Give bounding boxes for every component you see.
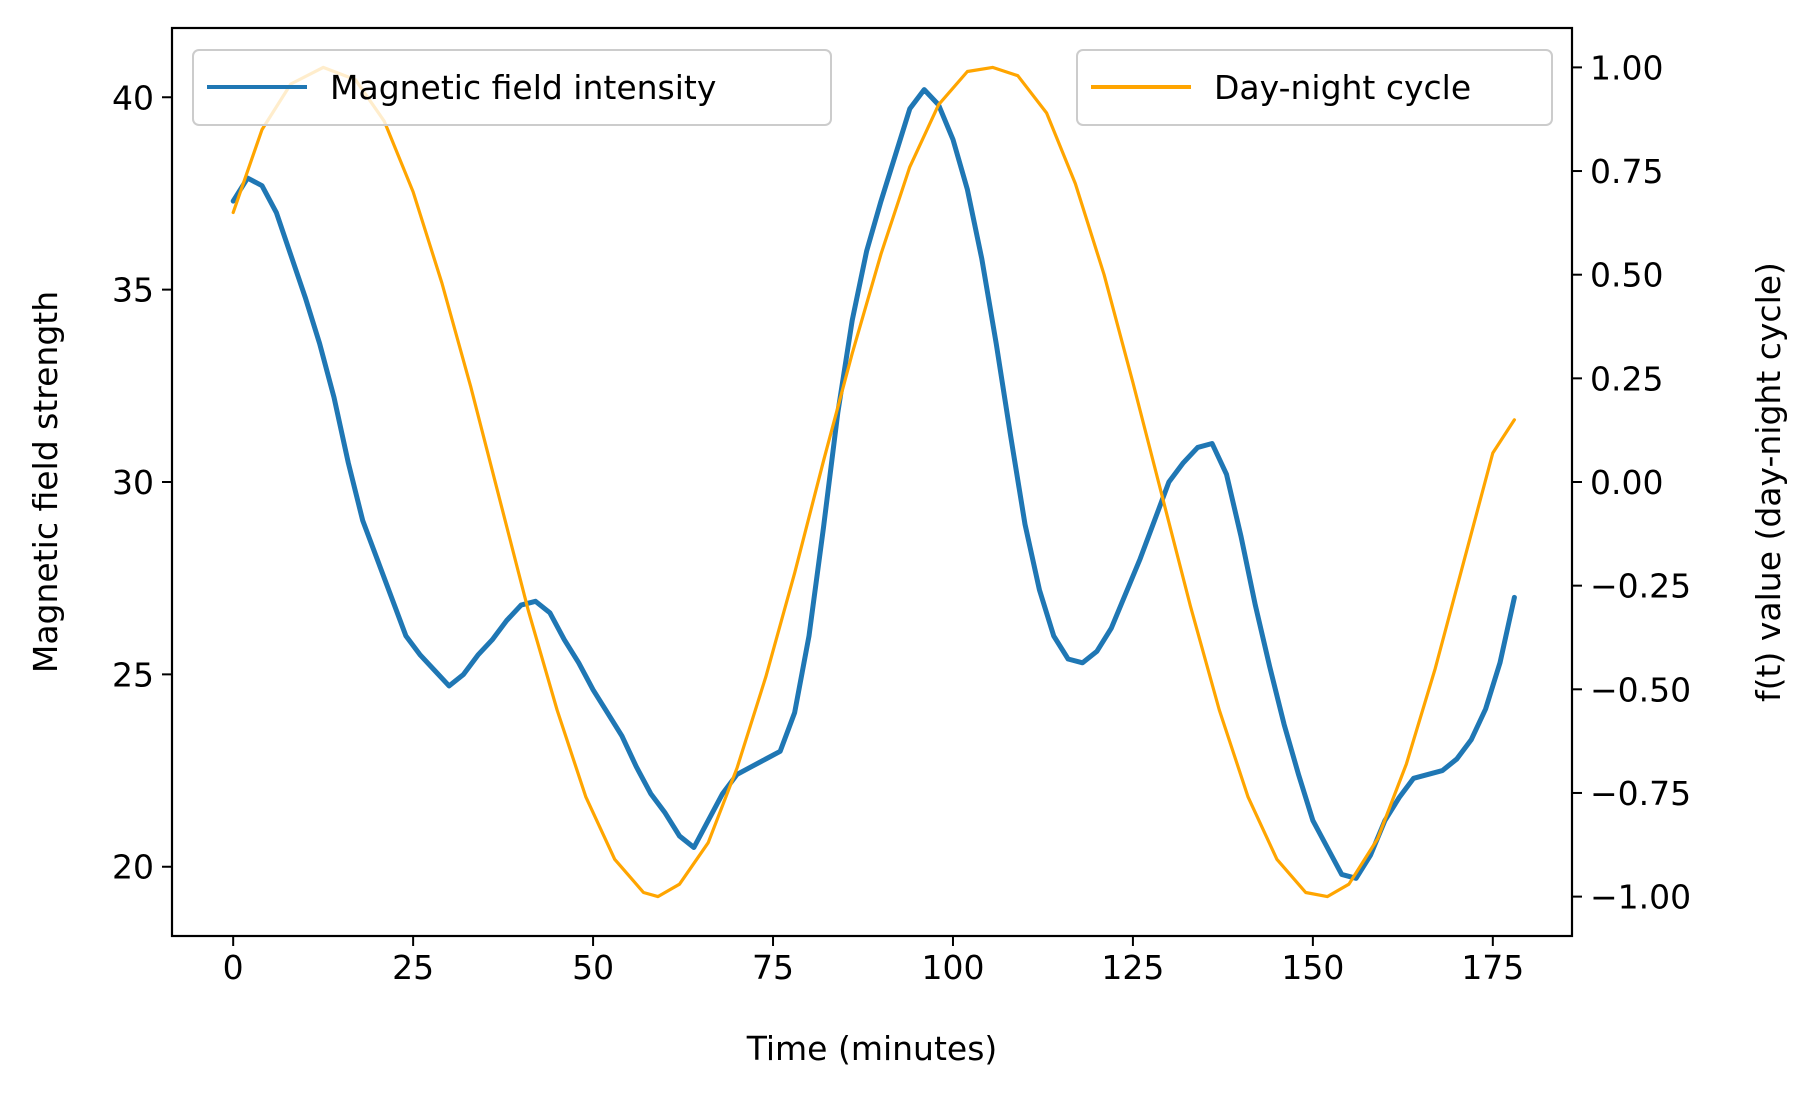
x-tick-label: 100 bbox=[921, 948, 984, 987]
legend-right-frame bbox=[1076, 49, 1553, 126]
x-axis-title: Time (minutes) bbox=[746, 1029, 998, 1068]
x-tick-label: 75 bbox=[752, 948, 794, 987]
y-left-tick-label: 40 bbox=[112, 78, 154, 117]
y-left-tick-label: 25 bbox=[112, 655, 154, 694]
x-tick-label: 125 bbox=[1101, 948, 1164, 987]
y-axis-left: 20 25 30 35 40 bbox=[112, 78, 172, 887]
y-right-tick-label: 0.25 bbox=[1590, 359, 1663, 398]
magnetic-field-line bbox=[230, 87, 1517, 881]
y-right-tick-label: 0.00 bbox=[1590, 463, 1663, 502]
day-night-cycle-line bbox=[231, 65, 1517, 899]
y-left-tick-label: 30 bbox=[112, 463, 154, 502]
y-axis-right: 1.00 0.75 0.50 0.25 0.00 −0.25 −0.50 −0.75 −1.00 bbox=[1572, 48, 1691, 917]
y-axis-left-title: Magnetic field strength bbox=[26, 291, 65, 673]
y-left-tick-label: 35 bbox=[112, 271, 154, 310]
x-tick-label: 0 bbox=[223, 948, 244, 987]
y-axis-right-title: f(t) value (day-night cycle) bbox=[1749, 262, 1788, 702]
legend-magnetic-label: Magnetic field intensity bbox=[330, 68, 716, 107]
y-right-tick-label: 1.00 bbox=[1590, 48, 1663, 87]
series-layer bbox=[230, 65, 1517, 899]
y-right-tick-label: −0.50 bbox=[1590, 670, 1691, 709]
x-tick-label: 25 bbox=[392, 948, 434, 987]
y-right-tick-label: −0.75 bbox=[1590, 774, 1691, 813]
y-right-tick-label: −1.00 bbox=[1590, 878, 1691, 917]
x-tick-label: 150 bbox=[1281, 948, 1344, 987]
x-axis: 0 25 50 75 100 125 150 175 bbox=[223, 936, 1524, 987]
legend-left: Magnetic field intensity bbox=[192, 49, 832, 126]
legend-daynight-label: Day-night cycle bbox=[1214, 68, 1471, 107]
legend-left-frame bbox=[192, 49, 832, 126]
y-left-tick-label: 20 bbox=[112, 848, 154, 887]
x-tick-label: 50 bbox=[572, 948, 614, 987]
x-tick-label: 175 bbox=[1461, 948, 1524, 987]
legend-right: Day-night cycle bbox=[1076, 49, 1553, 126]
y-right-tick-label: 0.50 bbox=[1590, 256, 1663, 295]
y-right-tick-label: 0.75 bbox=[1590, 152, 1663, 191]
y-right-tick-label: −0.25 bbox=[1590, 567, 1691, 606]
